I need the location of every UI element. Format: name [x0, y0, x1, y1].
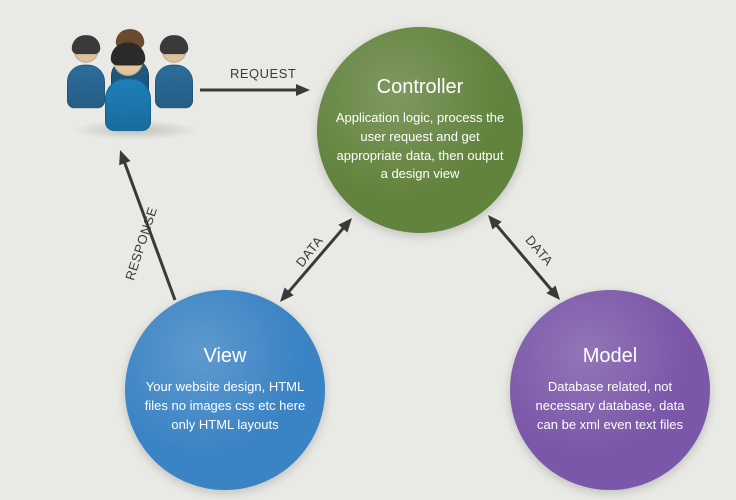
node-view: View Your website design, HTML files no … — [125, 290, 325, 490]
node-view-title: View — [204, 345, 247, 368]
node-view-desc: Your website design, HTML files no image… — [143, 378, 307, 435]
edge-label-request: REQUEST — [230, 66, 296, 81]
node-controller-title: Controller — [377, 76, 464, 99]
mvc-diagram: REQUEST RESPONSE DATA DATA Controller Ap… — [0, 0, 736, 500]
node-controller: Controller Application logic, process th… — [317, 27, 523, 233]
node-controller-desc: Application logic, process the user requ… — [335, 109, 505, 184]
node-model-title: Model — [583, 345, 637, 368]
node-model-desc: Database related, not necessary database… — [528, 378, 692, 435]
node-model: Model Database related, not necessary da… — [510, 290, 710, 490]
